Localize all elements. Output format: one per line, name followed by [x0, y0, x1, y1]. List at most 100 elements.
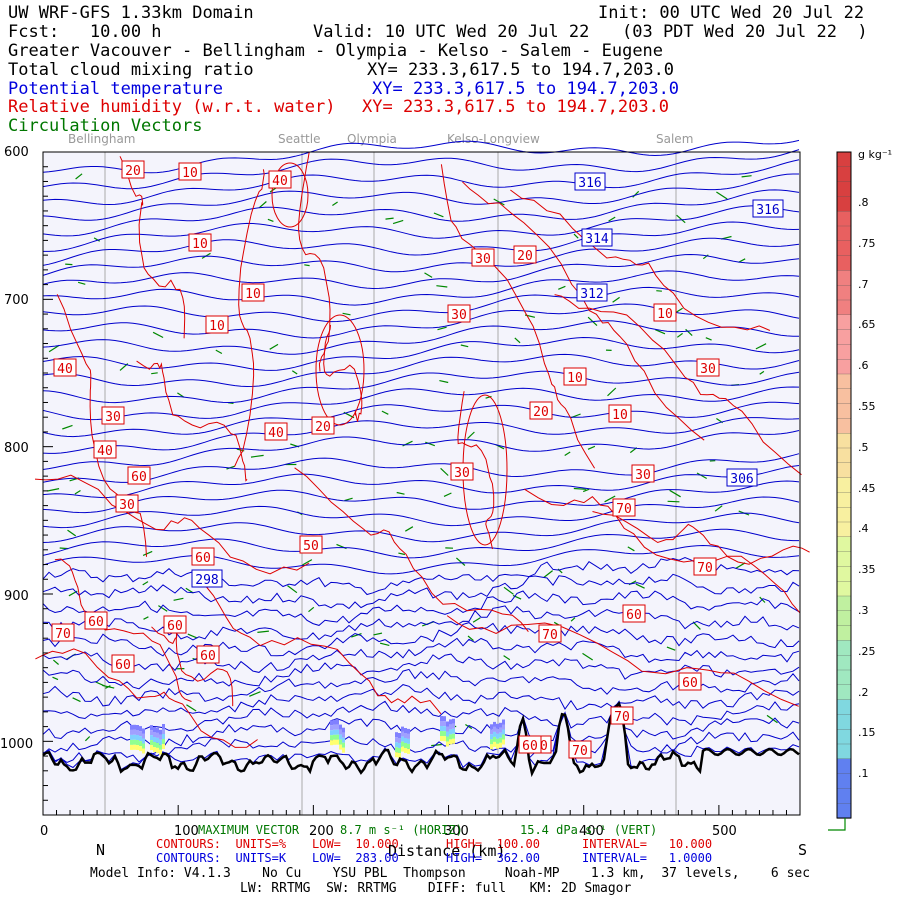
cloud-cell	[398, 733, 401, 738]
cloud-cell	[153, 747, 156, 752]
rh-contour-1	[234, 169, 265, 467]
cloud-cell	[339, 734, 342, 740]
rh-contour-14	[54, 558, 192, 702]
rh-label-3-box	[188, 233, 212, 252]
section-path: Greater Vacouver - Bellingham - Olympia …	[8, 41, 664, 61]
colorbar-cell	[836, 566, 852, 582]
cloud-cell	[452, 728, 455, 734]
rh-label-23: 30	[119, 498, 135, 513]
colorbar-cell	[836, 344, 852, 360]
colorbar-cell	[836, 581, 852, 597]
circulation-vector	[48, 344, 60, 353]
cloud-cell	[133, 724, 136, 730]
circulation-vector	[467, 431, 475, 440]
circulation-vector	[173, 597, 184, 601]
theta-contour-low: LOW= 283.00	[312, 851, 399, 865]
cloud-cell	[496, 728, 499, 734]
circulation-vector	[543, 570, 553, 578]
rh-label-31: 70	[542, 628, 558, 643]
colorbar-cell	[836, 270, 852, 286]
cloud-cell	[142, 743, 145, 749]
cloud-cell	[493, 721, 496, 727]
cloud-cell	[162, 739, 165, 744]
reference-vector	[828, 818, 846, 831]
rh-label-15-box	[101, 406, 125, 425]
circulation-vector	[582, 488, 590, 493]
rh-label-24-box	[299, 535, 323, 554]
rh-contour-16	[446, 615, 799, 707]
cloud-cell	[502, 739, 505, 745]
rh-label-29: 60	[626, 608, 642, 623]
cloud-cell	[502, 734, 505, 740]
rh-contour-11	[34, 474, 310, 575]
x-axis-label: Distance (km)	[388, 842, 506, 860]
colorbar-cell	[836, 773, 852, 790]
cloud-cell	[443, 726, 446, 732]
max-vector-title: MAXIMUM VECTOR	[198, 823, 300, 837]
cloud-cell	[333, 719, 336, 725]
cloud-cell	[502, 729, 505, 735]
cloud-cell	[150, 730, 153, 736]
circulation-vector	[714, 505, 723, 512]
field-cloud-name: Total cloud mixing ratio	[8, 60, 254, 80]
cloud-cell	[339, 724, 342, 730]
theta-label-1: 316	[756, 203, 779, 218]
cloud-cell	[153, 737, 156, 742]
cloud-cell	[150, 725, 153, 731]
rh-contour-17	[35, 648, 258, 748]
colorbar-cell	[836, 655, 852, 671]
cloud-cell	[404, 748, 407, 753]
cloud-cell	[395, 737, 398, 743]
rh-label-36-box	[568, 740, 592, 759]
colorbar-cell	[836, 373, 852, 390]
circulation-vector	[666, 646, 676, 651]
circulation-vector	[503, 655, 511, 661]
y-tick-800: 800	[4, 441, 29, 456]
cloud-cell	[446, 736, 449, 742]
cloud-cell	[333, 734, 336, 740]
cloud-cell	[153, 732, 156, 737]
cloud-cell	[336, 729, 339, 735]
contour-labels: 316 316 314 312 306 298 20 10 40 10 30 20 10 30 10 10 40…	[51, 160, 784, 759]
circulation-vector	[573, 487, 587, 490]
circulation-vector	[396, 491, 405, 495]
circulation-vector	[142, 581, 149, 586]
cloud-cell	[490, 739, 493, 745]
cloud-cell	[162, 724, 165, 729]
cloud-cell	[133, 739, 136, 745]
colorbar-cell	[836, 507, 852, 523]
cloud-cell	[443, 736, 446, 742]
rh-label-25-box	[191, 547, 215, 566]
circulation-vector	[52, 676, 59, 681]
theta-contour-25	[42, 528, 799, 559]
rh-label-10-box	[53, 358, 77, 377]
terrain-profile	[42, 701, 800, 778]
colorbar-tick: .4	[858, 522, 869, 536]
rh-contour-8	[323, 324, 363, 422]
circulation-vector	[302, 559, 313, 566]
cloud-cell	[490, 729, 493, 735]
circulation-vector	[503, 586, 514, 595]
cloud-cell	[395, 742, 398, 748]
colorbar-cell	[836, 477, 852, 494]
rh-label-15: 30	[105, 410, 121, 425]
rh-label-32: 60	[115, 658, 131, 673]
rh-label-1-box	[178, 162, 202, 181]
rh-label-23-box	[115, 494, 139, 513]
cloud-cell	[401, 736, 404, 742]
colorbar-cell	[836, 314, 852, 331]
theta-contour-27	[42, 556, 800, 596]
cloud-cell	[493, 731, 496, 737]
circulation-vector	[676, 214, 686, 224]
cloud-cell	[496, 723, 499, 729]
theta-contour-high: HIGH= 362.00	[446, 851, 540, 865]
label-south: S	[798, 841, 808, 859]
circulation-vector	[433, 212, 444, 218]
rh-label-12: 10	[567, 371, 583, 386]
cloud-cell	[502, 719, 505, 725]
colorbar-cell	[836, 285, 852, 301]
cloud-cell	[330, 720, 333, 726]
circulation-vector	[685, 328, 693, 337]
rh-label-27-box	[84, 611, 108, 630]
